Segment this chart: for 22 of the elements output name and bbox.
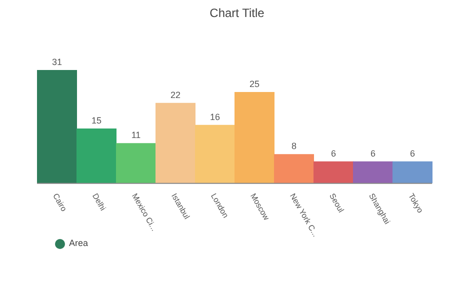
data-label: 25 [249,78,260,89]
legend-label: Area [69,238,88,248]
data-label: 6 [330,148,336,158]
data-label: 11 [131,130,141,140]
bar [76,128,116,184]
data-label: 6 [410,148,416,158]
bar [37,70,77,184]
data-label: 16 [210,112,220,122]
data-label: 22 [170,90,181,100]
data-label: 15 [91,116,102,126]
data-label: 31 [52,57,62,67]
chart-title: Chart Title [208,6,266,20]
bar [392,161,432,184]
bar [353,161,393,184]
bar [234,92,274,184]
bar [116,143,156,184]
bar [274,154,314,184]
bar [156,102,196,184]
data-label: 6 [370,148,376,158]
bar [314,161,354,184]
data-label: 8 [291,141,297,152]
bar [195,124,235,184]
